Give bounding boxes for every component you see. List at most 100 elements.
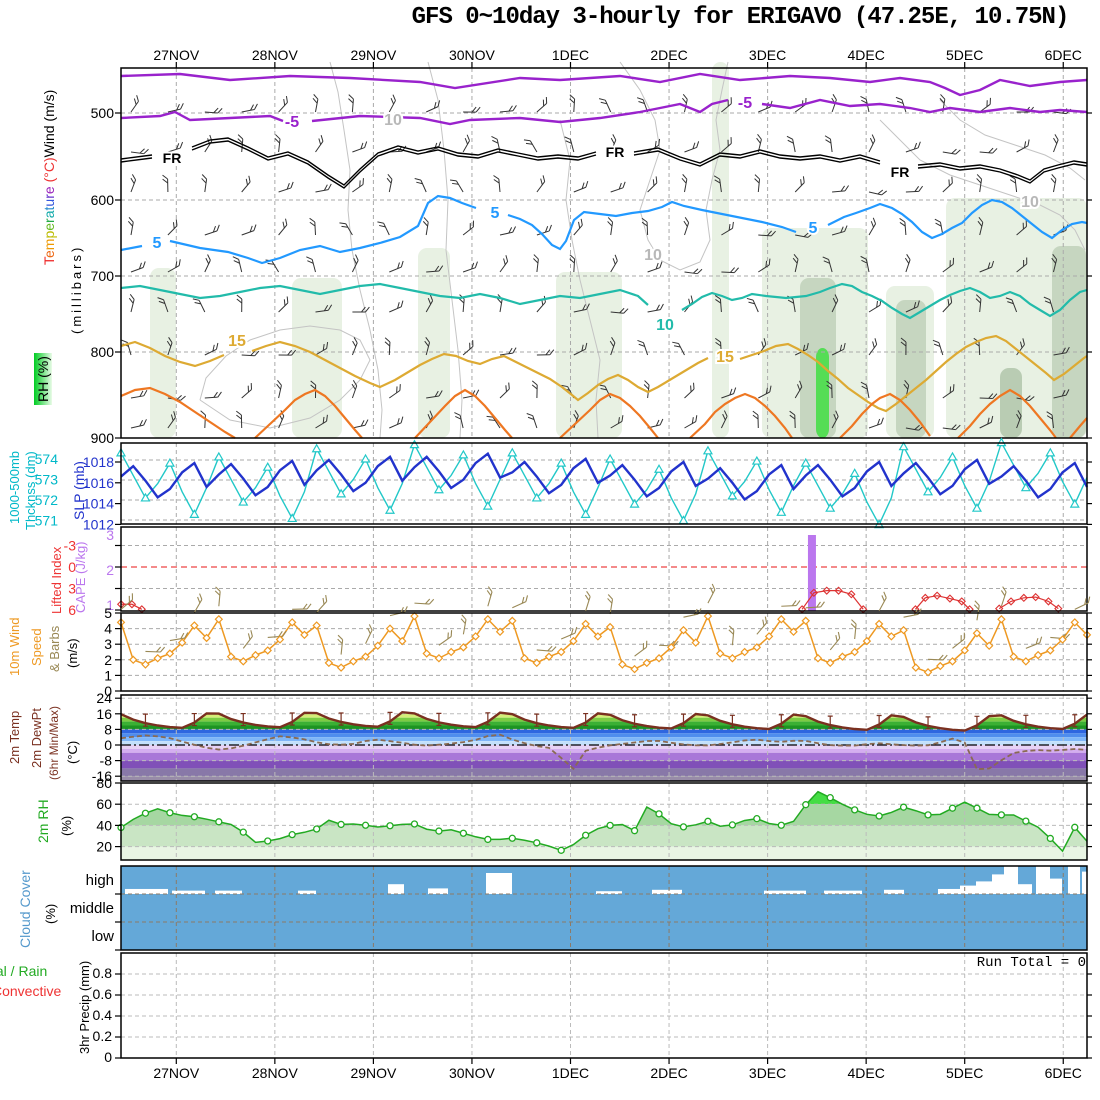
date-label-top: 30NOV [449, 47, 496, 63]
slp-tick: 1012 [83, 516, 114, 532]
rh-tick: 80 [96, 775, 112, 791]
wind-barb [714, 295, 722, 313]
slp-label: SLP (mb) [71, 461, 87, 520]
wind-barb [607, 594, 614, 615]
contour-label: 15 [228, 333, 246, 350]
wind-barb [824, 135, 833, 153]
wind-barb [634, 640, 648, 657]
wind-barb [426, 390, 443, 399]
wind-barb [610, 307, 629, 314]
date-label-bottom: 6DEC [1045, 1065, 1082, 1081]
thickness-tick: 571 [35, 513, 59, 529]
wind-barb [573, 180, 589, 193]
precip-tick: 0.8 [93, 965, 113, 981]
wind-barb [425, 100, 441, 113]
wind-tick: 5 [104, 605, 112, 621]
wind-barb [130, 148, 149, 155]
wind-barb [315, 183, 332, 193]
rh-upper-label: RH (%) [34, 353, 52, 405]
wind10m-label-3: & Barbs [47, 625, 62, 672]
wind-barb [536, 175, 546, 193]
wind-barb [607, 217, 614, 236]
wind-barb [193, 593, 203, 613]
wind-barb [868, 417, 884, 429]
wind-barb [707, 583, 716, 604]
slp-tick: 1014 [83, 496, 114, 512]
wind-barb [130, 174, 137, 193]
date-label-top: 29NOV [350, 47, 397, 63]
date-label-bottom: 29NOV [350, 1065, 397, 1081]
wind-barb [860, 381, 870, 399]
wind-barb [1053, 346, 1070, 356]
wind-barb [826, 380, 833, 399]
contour-label: -5 [285, 114, 299, 131]
date-label-top: 1DEC [552, 47, 589, 63]
wind-barb [1053, 389, 1070, 399]
wind-barb [786, 135, 796, 153]
wind-barb [365, 624, 373, 644]
wind-barb [352, 178, 364, 193]
wind-barb [130, 95, 139, 113]
wind-barb [388, 94, 396, 113]
wind-barb [899, 218, 907, 236]
wind-barb [684, 382, 695, 399]
temp-tick: 8 [104, 721, 112, 737]
wind-barb [1053, 134, 1059, 153]
wind-barb [1074, 596, 1091, 610]
date-label-top: 3DEC [749, 47, 786, 63]
wind-barb [414, 178, 427, 193]
wind-barb [1050, 174, 1057, 193]
wind10m-label-1: 10m Wind [7, 617, 22, 676]
thickness-label-2: Thcknss (dm) [23, 451, 38, 530]
date-label-top: 4DEC [847, 47, 884, 63]
temp2m-label-1: 2m Temp [7, 710, 22, 764]
contour-label: 5 [153, 235, 162, 252]
wind-barb [462, 261, 478, 273]
wind-barb [241, 350, 260, 357]
contour-label: FR [606, 144, 625, 160]
wind-barb [237, 134, 244, 153]
wind-barb [831, 225, 848, 236]
date-label-bottom: 30NOV [449, 1065, 496, 1081]
wind-barb [204, 342, 219, 356]
wind-barb [560, 626, 578, 640]
rh2m-unit-label: (%) [59, 815, 74, 836]
run-total-text: Run Total = 0 [976, 955, 1086, 971]
wind-barb [204, 391, 222, 399]
contour-label: 5 [809, 220, 818, 237]
wind-barb [309, 217, 316, 236]
wind-barb [756, 616, 768, 635]
wind-barb [1051, 253, 1058, 273]
wind-barb [169, 632, 189, 642]
pressure-tick: 800 [91, 344, 115, 360]
wind-barb [684, 415, 698, 429]
wind-barb [462, 220, 474, 236]
wind-barb [758, 230, 776, 237]
pressure-tick: 500 [91, 105, 115, 121]
temp-tick: 16 [96, 706, 112, 722]
contour-label: 10 [656, 317, 674, 334]
wind-barb [384, 337, 391, 356]
wind-barb [979, 260, 995, 273]
wind-barb [130, 389, 148, 399]
wind-barb [536, 224, 552, 236]
wind-barb [1025, 636, 1043, 649]
wind-barb [832, 185, 850, 193]
wind-barb [348, 94, 354, 113]
wind-barb [831, 410, 839, 429]
wind-barb [128, 293, 135, 313]
contour-label: 15 [716, 349, 734, 366]
wind-barb [720, 410, 728, 429]
wind-barb [975, 294, 982, 313]
precip-total-legend: tal / Rain [0, 963, 48, 979]
wind-barb [389, 260, 404, 273]
cape-tick: 1 [106, 597, 114, 613]
precip-tick: 0.2 [93, 1028, 113, 1044]
wind-barb [167, 103, 184, 113]
wind-barb [564, 136, 575, 153]
wind-barb [684, 141, 700, 153]
thickness-tick: 573 [35, 472, 59, 488]
cloud-row-label: middle [70, 900, 114, 917]
wind-barb [942, 424, 961, 431]
